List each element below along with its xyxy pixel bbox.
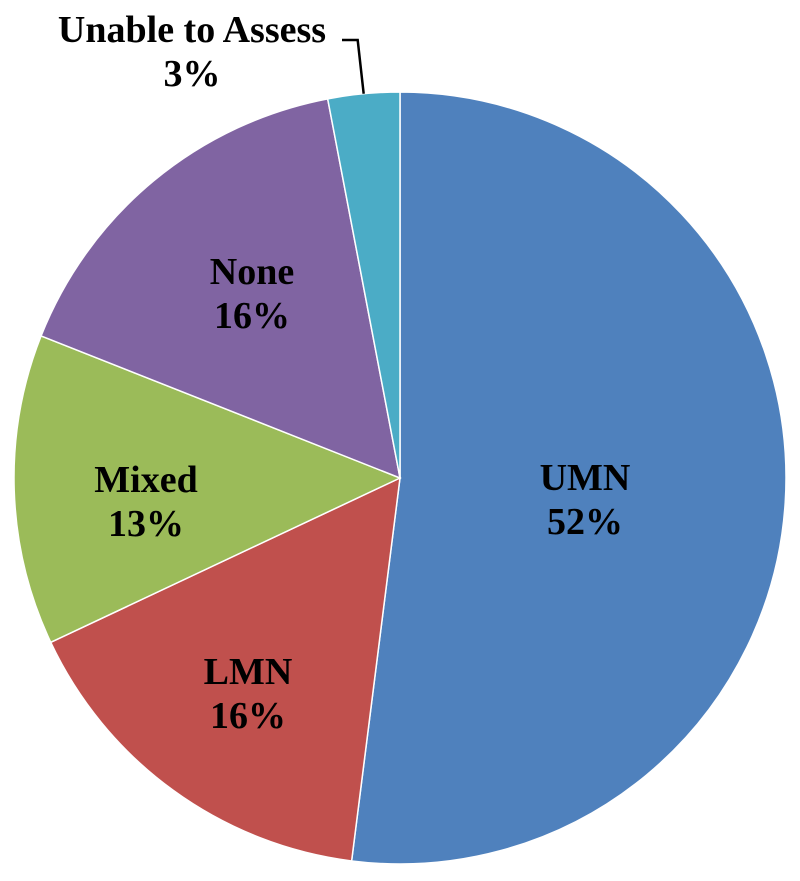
pie-slice-umn — [350, 91, 787, 865]
slice-label-none: None 16% — [210, 251, 294, 337]
pie-slices — [13, 91, 787, 865]
slice-label-umn: UMN 52% — [540, 457, 631, 543]
slice-category-umn: UMN — [540, 457, 631, 499]
pie-slice-unable-to-assess — [326, 91, 401, 479]
pie-slice-none — [40, 97, 401, 480]
slice-value-unable-to-assess: 3% — [164, 53, 221, 95]
slice-category-none: None — [210, 251, 294, 293]
slice-category-mixed: Mixed — [94, 459, 197, 501]
slice-label-mixed: Mixed 13% — [94, 459, 197, 545]
leader-line-unable-to-assess — [342, 38, 365, 94]
slice-value-lmn: 16% — [210, 695, 286, 737]
pie-slice-lmn — [49, 476, 401, 862]
slice-category-unable-to-assess: Unable to Assess — [58, 9, 326, 51]
slice-label-unable-to-assess: Unable to Assess 3% — [58, 9, 326, 95]
slice-category-lmn: LMN — [204, 651, 293, 693]
slice-value-mixed: 13% — [108, 503, 184, 545]
slice-label-lmn: LMN 16% — [204, 651, 293, 737]
slice-value-umn: 52% — [547, 501, 623, 543]
pie-labels: UMN 52%LMN 16%Mixed 13%None 16%Unable to Ass… — [58, 9, 630, 737]
slice-value-none: 16% — [214, 295, 290, 337]
pie-slice-mixed — [13, 334, 402, 644]
